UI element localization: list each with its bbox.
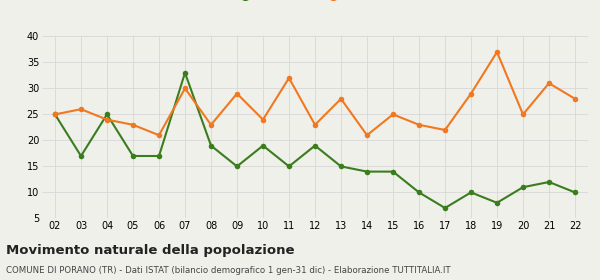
Decessi (467, 92, 475, 95)
Nascite (259, 144, 266, 147)
Decessi (571, 97, 578, 101)
Decessi (208, 123, 215, 127)
Decessi (77, 108, 85, 111)
Nascite (520, 186, 527, 189)
Decessi (259, 118, 266, 121)
Nascite (52, 113, 59, 116)
Decessi (389, 113, 397, 116)
Nascite (233, 165, 241, 168)
Text: Movimento naturale della popolazione: Movimento naturale della popolazione (6, 244, 295, 256)
Nascite (571, 191, 578, 194)
Text: COMUNE DI PORANO (TR) - Dati ISTAT (bilancio demografico 1 gen-31 dic) - Elabora: COMUNE DI PORANO (TR) - Dati ISTAT (bila… (6, 266, 451, 275)
Decessi (181, 87, 188, 90)
Legend: Nascite, Decessi: Nascite, Decessi (227, 0, 403, 7)
Decessi (52, 113, 59, 116)
Decessi (311, 123, 319, 127)
Nascite (286, 165, 293, 168)
Decessi (103, 118, 110, 121)
Nascite (545, 180, 553, 184)
Nascite (442, 206, 449, 210)
Nascite (103, 113, 110, 116)
Line: Nascite: Nascite (52, 70, 578, 211)
Nascite (77, 154, 85, 158)
Decessi (415, 123, 422, 127)
Nascite (467, 191, 475, 194)
Nascite (389, 170, 397, 173)
Nascite (155, 154, 163, 158)
Nascite (337, 165, 344, 168)
Decessi (493, 50, 500, 54)
Decessi (130, 123, 137, 127)
Decessi (520, 113, 527, 116)
Nascite (181, 71, 188, 74)
Decessi (286, 76, 293, 80)
Nascite (208, 144, 215, 147)
Nascite (493, 201, 500, 204)
Nascite (364, 170, 371, 173)
Line: Decessi: Decessi (52, 49, 578, 138)
Decessi (364, 134, 371, 137)
Decessi (545, 81, 553, 85)
Decessi (233, 92, 241, 95)
Nascite (311, 144, 319, 147)
Nascite (130, 154, 137, 158)
Decessi (337, 97, 344, 101)
Nascite (415, 191, 422, 194)
Decessi (442, 128, 449, 132)
Decessi (155, 134, 163, 137)
